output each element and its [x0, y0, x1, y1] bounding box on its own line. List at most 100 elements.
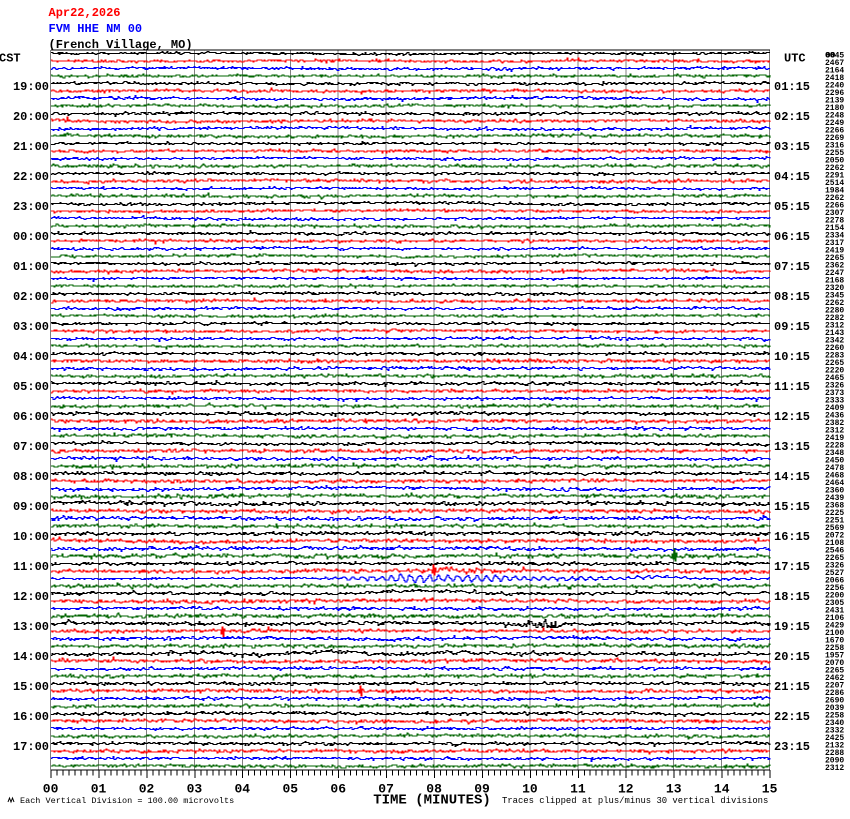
svg-text:2288: 2288 — [825, 749, 844, 758]
svg-text:10:00: 10:00 — [13, 530, 49, 544]
svg-text:TIME (MINUTES): TIME (MINUTES) — [373, 792, 491, 808]
svg-text:Each Vertical Division = 100.: Each Vertical Division = 100.00 microvol… — [20, 796, 234, 806]
svg-text:06:15: 06:15 — [774, 230, 810, 244]
svg-text:15:00: 15:00 — [13, 680, 49, 694]
svg-text:22:15: 22:15 — [774, 710, 810, 724]
svg-text:16:15: 16:15 — [774, 530, 810, 544]
svg-text:2255: 2255 — [825, 149, 844, 158]
svg-text:(French Village, MO): (French Village, MO) — [49, 38, 193, 52]
svg-text:16:00: 16:00 — [13, 710, 49, 724]
svg-text:22:00: 22:00 — [13, 170, 49, 184]
svg-text:2320: 2320 — [825, 284, 844, 293]
svg-text:2278: 2278 — [825, 217, 844, 226]
svg-text:2282: 2282 — [825, 314, 844, 323]
svg-text:2514: 2514 — [825, 179, 844, 188]
svg-text:11: 11 — [570, 782, 586, 797]
svg-text:2326: 2326 — [825, 382, 844, 391]
svg-text:05: 05 — [282, 782, 298, 797]
svg-text:00:00: 00:00 — [13, 230, 49, 244]
svg-text:2180: 2180 — [825, 104, 844, 113]
svg-text:2439: 2439 — [825, 494, 844, 503]
svg-text:2258: 2258 — [825, 712, 844, 721]
svg-text:09:15: 09:15 — [774, 320, 810, 334]
svg-text:2312: 2312 — [825, 427, 844, 436]
svg-text:2220: 2220 — [825, 367, 844, 376]
svg-text:2139: 2139 — [825, 97, 844, 106]
svg-text:2419: 2419 — [825, 247, 844, 256]
svg-text:12:00: 12:00 — [13, 590, 49, 604]
svg-text:2280: 2280 — [825, 307, 844, 316]
svg-text:1670: 1670 — [825, 637, 844, 646]
svg-text:2266: 2266 — [825, 202, 844, 211]
svg-text:2228: 2228 — [825, 442, 844, 451]
svg-text:2382: 2382 — [825, 419, 844, 428]
svg-text:2527: 2527 — [825, 569, 844, 578]
svg-text:UTC: UTC — [784, 52, 806, 66]
svg-text:2465: 2465 — [825, 374, 844, 383]
svg-text:2317: 2317 — [825, 239, 844, 248]
svg-text:2070: 2070 — [825, 659, 844, 668]
svg-text:13: 13 — [666, 782, 682, 797]
svg-text:2258: 2258 — [825, 644, 844, 653]
svg-text:06: 06 — [330, 782, 346, 797]
svg-text:2256: 2256 — [825, 584, 844, 593]
svg-text:10:15: 10:15 — [774, 350, 810, 364]
svg-text:01:00: 01:00 — [13, 260, 49, 274]
svg-text:2373: 2373 — [825, 389, 844, 398]
svg-text:2266: 2266 — [825, 127, 844, 136]
svg-text:08: 08 — [426, 782, 442, 797]
svg-text:08:15: 08:15 — [774, 290, 810, 304]
svg-text:2478: 2478 — [825, 464, 844, 473]
svg-text:2333: 2333 — [825, 397, 844, 406]
svg-text:00: 00 — [43, 782, 59, 797]
svg-text:2312: 2312 — [825, 322, 844, 331]
svg-text:2334: 2334 — [825, 232, 844, 241]
svg-text:23:15: 23:15 — [774, 740, 810, 754]
svg-text:2100: 2100 — [825, 629, 844, 638]
svg-text:10: 10 — [522, 782, 538, 797]
svg-text:2342: 2342 — [825, 337, 844, 346]
svg-text:15:15: 15:15 — [774, 500, 810, 514]
svg-text:1957: 1957 — [825, 652, 844, 661]
svg-text:0045: 0045 — [825, 52, 844, 61]
svg-text:2260: 2260 — [825, 344, 844, 353]
svg-text:2345: 2345 — [825, 292, 844, 301]
svg-text:08:00: 08:00 — [13, 470, 49, 484]
svg-text:2436: 2436 — [825, 412, 844, 421]
svg-text:13:00: 13:00 — [13, 620, 49, 634]
svg-text:07:15: 07:15 — [774, 260, 810, 274]
svg-text:2207: 2207 — [825, 682, 844, 691]
svg-text:01:15: 01:15 — [774, 80, 810, 94]
svg-text:2569: 2569 — [825, 524, 844, 533]
svg-text:05:00: 05:00 — [13, 380, 49, 394]
svg-text:02:00: 02:00 — [13, 290, 49, 304]
svg-text:2249: 2249 — [825, 119, 844, 128]
svg-text:2262: 2262 — [825, 194, 844, 203]
svg-text:2362: 2362 — [825, 262, 844, 271]
svg-text:17:15: 17:15 — [774, 560, 810, 574]
svg-text:2200: 2200 — [825, 592, 844, 601]
svg-text:FVM HHE NM 00: FVM HHE NM 00 — [49, 22, 143, 36]
svg-text:13:15: 13:15 — [774, 440, 810, 454]
svg-text:14: 14 — [714, 782, 730, 797]
svg-text:2050: 2050 — [825, 157, 844, 166]
svg-text:14:15: 14:15 — [774, 470, 810, 484]
svg-text:2312: 2312 — [825, 764, 844, 773]
svg-text:2326: 2326 — [825, 562, 844, 571]
svg-text:2360: 2360 — [825, 487, 844, 496]
svg-text:2332: 2332 — [825, 727, 844, 736]
svg-text:2090: 2090 — [825, 757, 844, 766]
svg-text:2296: 2296 — [825, 89, 844, 98]
svg-text:23:00: 23:00 — [13, 200, 49, 214]
svg-text:2429: 2429 — [825, 622, 844, 631]
svg-text:2305: 2305 — [825, 599, 844, 608]
svg-text:2316: 2316 — [825, 142, 844, 151]
svg-text:01: 01 — [91, 782, 107, 797]
svg-text:2154: 2154 — [825, 224, 844, 233]
svg-text:00: 00 — [826, 52, 836, 61]
svg-text:2450: 2450 — [825, 457, 844, 466]
svg-text:06:00: 06:00 — [13, 410, 49, 424]
svg-text:20:00: 20:00 — [13, 110, 49, 124]
svg-text:2106: 2106 — [825, 614, 844, 623]
svg-text:19:00: 19:00 — [13, 80, 49, 94]
